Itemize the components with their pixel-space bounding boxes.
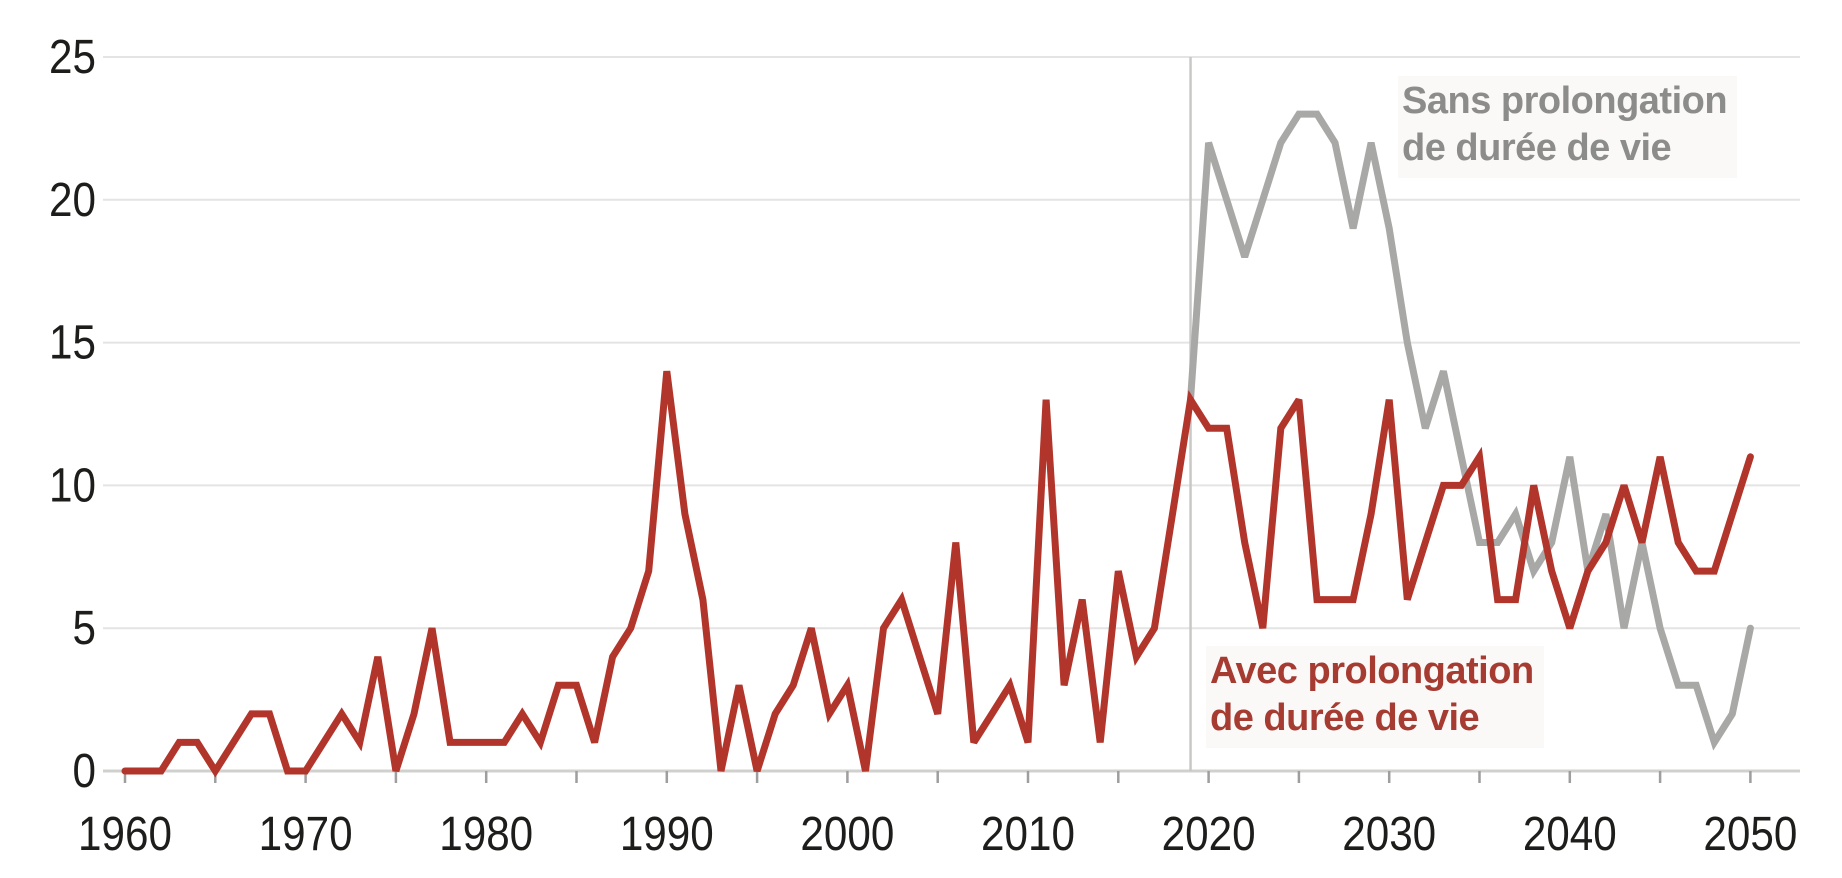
y-tick-label-20: 20 [49,172,96,226]
x-tick-label-2010: 2010 [981,806,1075,860]
y-tick-label-15: 15 [49,315,96,369]
x-tick-label-1960: 1960 [78,806,172,860]
x-tick-label-1980: 1980 [439,806,533,860]
legend-avec-prolongation-label: Avec prolongation de durée de vie [1206,646,1544,748]
legend-sans-prolongation-label: Sans prolongation de durée de vie [1398,76,1738,178]
x-tick-label-1970: 1970 [259,806,353,860]
y-tick-label-5: 5 [73,601,96,655]
series-line-sans-prolongation [1187,110,1754,751]
legend-avec-line2: de durée de vie [1210,697,1480,739]
y-tick-label-10: 10 [49,458,96,512]
series-line-avec-prolongation [121,370,1754,778]
x-tick-label-1990: 1990 [620,806,714,860]
y-tick-label-25: 25 [49,29,96,83]
legend-avec-line1: Avec prolongation [1210,650,1534,692]
y-tick-label-0: 0 [73,743,96,797]
legend-sans-line1: Sans prolongation [1402,80,1728,122]
x-tick-label-2000: 2000 [800,806,894,860]
x-tick-label-2020: 2020 [1162,806,1256,860]
x-tick-label-2050: 2050 [1703,806,1797,860]
x-tick-label-2030: 2030 [1342,806,1436,860]
legend-sans-line2: de durée de vie [1402,127,1672,169]
x-tick-label-2040: 2040 [1523,806,1617,860]
